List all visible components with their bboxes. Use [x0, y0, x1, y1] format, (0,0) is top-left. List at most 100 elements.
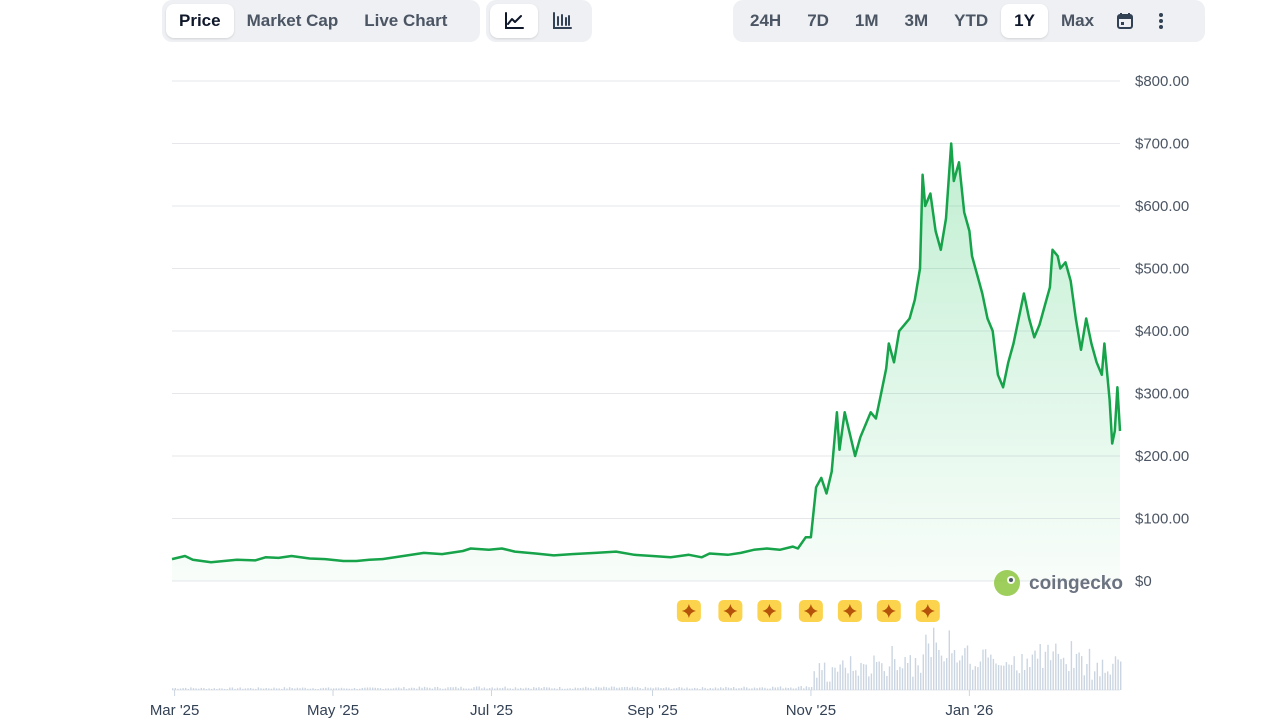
volume-bar — [353, 688, 356, 690]
volume-bar — [883, 671, 885, 690]
volume-bar — [465, 688, 467, 690]
more-options-button[interactable] — [1143, 4, 1179, 38]
volume-bar — [946, 658, 948, 690]
sparkle-icon — [842, 604, 857, 618]
volume-bar — [473, 687, 475, 690]
volume-bar — [948, 630, 950, 690]
volume-bar — [374, 687, 376, 690]
volume-bar — [546, 687, 548, 690]
y-tick-label: $600.00 — [1135, 198, 1189, 215]
sparkle-icon — [881, 604, 896, 618]
volume-bar — [792, 688, 795, 690]
x-tick-label: Jul '25 — [470, 702, 513, 719]
volume-bar — [746, 687, 748, 690]
event-marker[interactable] — [676, 600, 701, 622]
volume-bar — [808, 687, 810, 690]
volume-bar — [631, 686, 634, 690]
volume-bar — [891, 646, 893, 690]
volume-bar — [844, 667, 847, 690]
range-max[interactable]: Max — [1060, 11, 1095, 30]
volume-bar — [408, 688, 410, 690]
volume-bar — [478, 686, 480, 690]
volume-bar — [878, 661, 880, 690]
volume-bar — [860, 662, 862, 690]
event-marker[interactable] — [757, 600, 782, 622]
tab-live-chart[interactable]: Live Chart — [364, 11, 448, 30]
volume-bar — [1042, 668, 1044, 690]
volume-bar — [1117, 659, 1119, 690]
volume-bar — [320, 688, 322, 690]
volume-bar — [470, 688, 473, 690]
event-marker[interactable] — [798, 600, 823, 622]
volume-bar — [610, 686, 613, 690]
range-7d[interactable]: 7D — [807, 11, 829, 30]
range-1y[interactable]: 1Y — [1001, 4, 1048, 38]
volume-bar — [416, 688, 418, 690]
volume-bar — [1008, 664, 1010, 690]
volume-bar — [509, 688, 511, 690]
volume-bar — [935, 642, 937, 690]
volume-bar — [572, 688, 574, 690]
event-marker[interactable] — [718, 600, 743, 622]
volume-bar — [234, 688, 236, 690]
volume-bar — [520, 687, 522, 690]
volume-bar — [1096, 662, 1098, 690]
volume-bar — [701, 687, 704, 690]
volume-bar — [413, 687, 415, 690]
volume-bar — [190, 687, 192, 690]
x-tick-label: Jan '26 — [945, 702, 993, 719]
event-marker[interactable] — [876, 600, 901, 622]
range-3m[interactable]: 3M — [904, 11, 929, 30]
volume-bar — [977, 667, 979, 690]
volume-bar — [278, 688, 280, 690]
volume-bar — [239, 687, 241, 690]
volume-bar — [956, 662, 958, 690]
volume-bar — [626, 686, 628, 690]
volume-bar — [621, 687, 623, 690]
volume-bar — [652, 688, 654, 690]
volume-bar — [268, 688, 270, 690]
volume-bar — [299, 688, 301, 690]
volume-bar — [797, 686, 800, 690]
volume-bar — [452, 687, 454, 690]
event-marker[interactable] — [837, 600, 862, 622]
volume-bar — [1081, 656, 1083, 690]
volume-bar — [177, 688, 179, 690]
range-ytd[interactable]: YTD — [954, 11, 989, 30]
volume-bar — [434, 687, 436, 690]
volume-bar — [870, 673, 873, 690]
event-marker[interactable] — [915, 600, 940, 622]
range-24h[interactable]: 24H — [750, 11, 782, 30]
volume-bar — [203, 688, 205, 690]
calendar-button[interactable] — [1107, 4, 1143, 38]
volume-bar — [195, 688, 197, 690]
volume-bar — [1062, 657, 1065, 690]
volume-bar — [574, 687, 576, 690]
y-axis-ticks: $800.00 $700.00 $600.00 $500.00 $400.00 $300.… — [1135, 73, 1189, 590]
volume-bar — [314, 688, 317, 690]
volume-bar — [395, 687, 397, 690]
tab-market-cap[interactable]: Market Cap — [246, 11, 339, 30]
range-1m[interactable]: 1M — [854, 11, 879, 30]
volume-bar — [826, 681, 828, 690]
volume-bar — [735, 688, 737, 690]
volume-bar — [265, 688, 267, 690]
volume-bar — [925, 634, 927, 690]
volume-bar — [636, 687, 639, 690]
tab-price[interactable]: Price — [166, 4, 234, 38]
volume-bar — [603, 686, 605, 690]
candlestick-chart-button[interactable] — [538, 4, 586, 38]
volume-bar — [665, 687, 667, 690]
volume-bar — [1029, 667, 1031, 690]
line-chart-button[interactable] — [490, 4, 538, 38]
volume-bar — [694, 687, 696, 690]
volume-bar — [1114, 656, 1117, 690]
y-tick-label: $700.00 — [1135, 136, 1189, 153]
volume-bar — [738, 688, 740, 690]
volume-bar — [644, 686, 647, 690]
volume-bar — [712, 688, 714, 690]
volume-bar — [787, 688, 789, 690]
volume-bar — [392, 688, 395, 690]
volume-bar — [894, 659, 896, 690]
